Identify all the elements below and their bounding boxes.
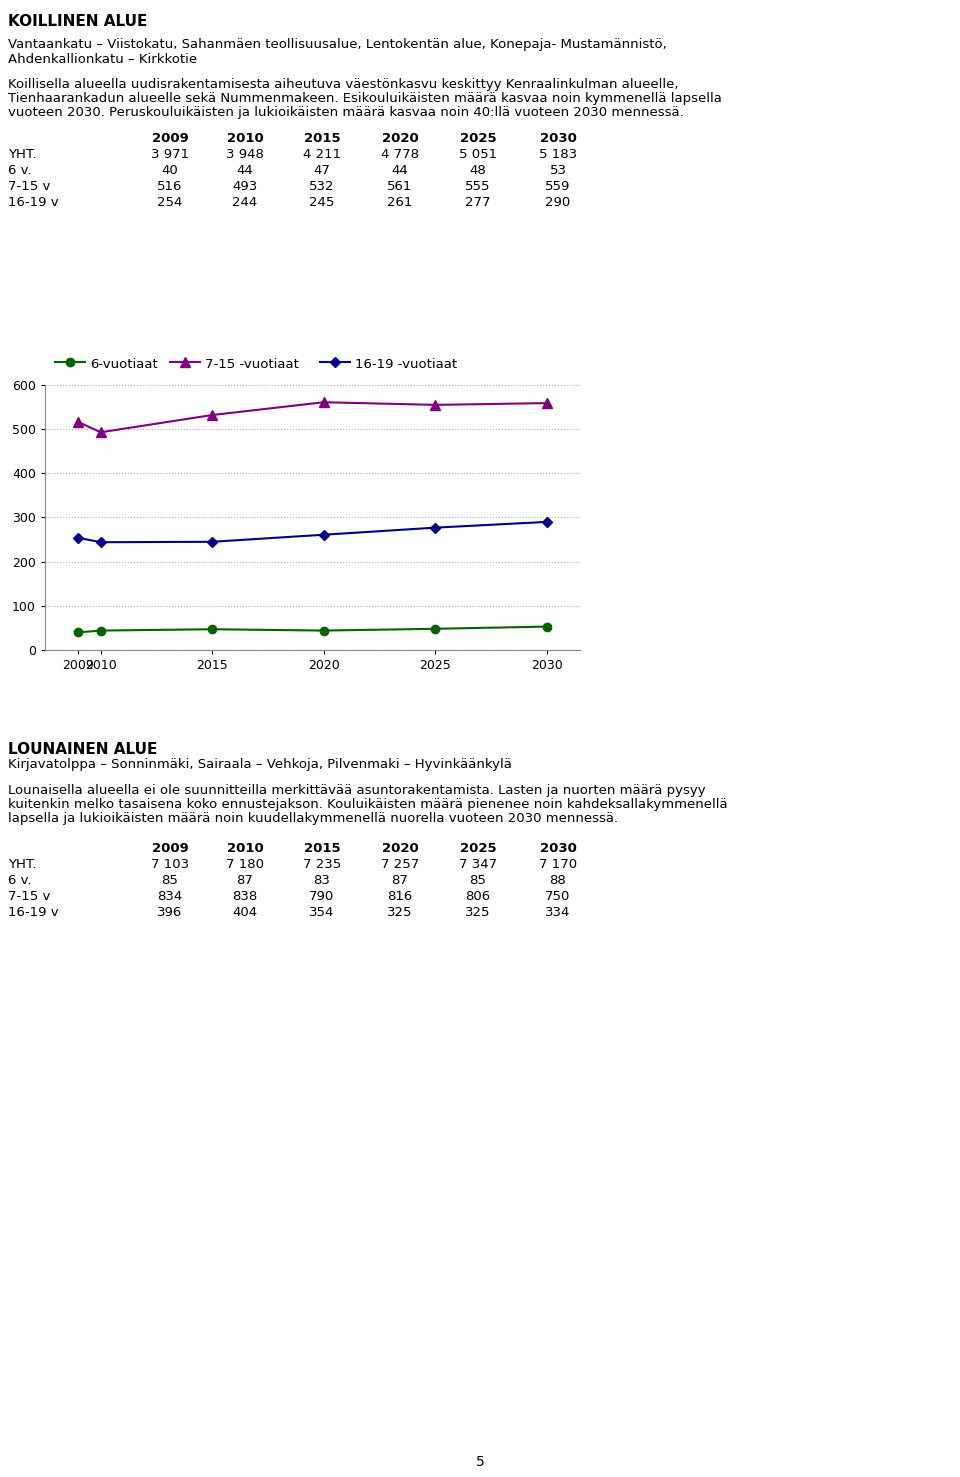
Text: 277: 277 (466, 196, 491, 210)
Text: 47: 47 (314, 164, 330, 177)
Text: Lounaisella alueella ei ole suunnitteilla merkittävää asuntorakentamista. Lasten: Lounaisella alueella ei ole suunnitteill… (8, 784, 706, 798)
Text: 16-19 -vuotiaat: 16-19 -vuotiaat (355, 357, 457, 371)
Text: 2025: 2025 (460, 131, 496, 145)
Text: 16-19 v: 16-19 v (8, 905, 59, 919)
Text: 85: 85 (469, 874, 487, 888)
Text: 7 347: 7 347 (459, 858, 497, 871)
Text: 834: 834 (157, 891, 182, 902)
Text: LOUNAINEN ALUE: LOUNAINEN ALUE (8, 741, 157, 758)
Text: 559: 559 (545, 180, 570, 193)
Text: 7 235: 7 235 (302, 858, 341, 871)
Text: Vantaankatu – Viistokatu, Sahanmäen teollisuusalue, Lentokentän alue, Konepaja- : Vantaankatu – Viistokatu, Sahanmäen teol… (8, 38, 667, 52)
Text: 6 v.: 6 v. (8, 164, 32, 177)
Text: 83: 83 (314, 874, 330, 888)
Text: 7 170: 7 170 (539, 858, 577, 871)
Text: 87: 87 (392, 874, 408, 888)
Text: 40: 40 (161, 164, 179, 177)
Text: 806: 806 (466, 891, 491, 902)
Text: 3 948: 3 948 (226, 148, 264, 161)
Text: kuitenkin melko tasaisena koko ennustejakson. Kouluikäisten määrä pienenee noin : kuitenkin melko tasaisena koko ennusteja… (8, 798, 728, 811)
Text: 532: 532 (309, 180, 335, 193)
Text: Ahdenkallionkatu – Kirkkotie: Ahdenkallionkatu – Kirkkotie (8, 53, 197, 66)
Text: 5 051: 5 051 (459, 148, 497, 161)
Text: 4 211: 4 211 (303, 148, 341, 161)
Text: Kirjavatolppa – Sonninmäki, Sairaala – Vehkoja, Pilvenmaki – Hyvinkäänkylä: Kirjavatolppa – Sonninmäki, Sairaala – V… (8, 758, 512, 771)
Text: 2010: 2010 (227, 131, 263, 145)
Text: 85: 85 (161, 874, 179, 888)
Text: 561: 561 (387, 180, 413, 193)
Text: 2020: 2020 (382, 131, 419, 145)
Text: 6 v.: 6 v. (8, 874, 32, 888)
Text: 7-15 v: 7-15 v (8, 891, 50, 902)
Text: 2010: 2010 (227, 842, 263, 855)
Text: lapsella ja lukioikäisten määrä noin kuudellakymmenellä nuorella vuoteen 2030 me: lapsella ja lukioikäisten määrä noin kuu… (8, 812, 618, 826)
Text: Tienhaarankadun alueelle sekä Nummenmakeen. Esikouluikäisten määrä kasvaa noin k: Tienhaarankadun alueelle sekä Nummenmake… (8, 92, 722, 105)
Text: 2015: 2015 (303, 842, 340, 855)
Text: 261: 261 (387, 196, 413, 210)
Text: 516: 516 (157, 180, 182, 193)
Text: 7-15 v: 7-15 v (8, 180, 50, 193)
Text: 3 971: 3 971 (151, 148, 189, 161)
Text: 790: 790 (309, 891, 335, 902)
Text: YHT.: YHT. (8, 148, 36, 161)
Text: 396: 396 (157, 905, 182, 919)
Text: 334: 334 (545, 905, 570, 919)
Text: 750: 750 (545, 891, 570, 902)
Text: 493: 493 (232, 180, 257, 193)
Text: 44: 44 (236, 164, 253, 177)
Text: 2009: 2009 (152, 842, 188, 855)
Text: 254: 254 (157, 196, 182, 210)
Text: 4 778: 4 778 (381, 148, 419, 161)
Text: 290: 290 (545, 196, 570, 210)
Text: 2020: 2020 (382, 842, 419, 855)
Text: 244: 244 (232, 196, 257, 210)
Text: 354: 354 (309, 905, 335, 919)
Text: 245: 245 (309, 196, 335, 210)
Text: 325: 325 (387, 905, 413, 919)
Text: 7 180: 7 180 (226, 858, 264, 871)
Text: 88: 88 (550, 874, 566, 888)
Text: 48: 48 (469, 164, 487, 177)
Text: 87: 87 (236, 874, 253, 888)
Text: 2030: 2030 (540, 842, 576, 855)
Text: 2015: 2015 (303, 131, 340, 145)
Text: YHT.: YHT. (8, 858, 36, 871)
Text: 2030: 2030 (540, 131, 576, 145)
Text: Koillisella alueella uudisrakentamisesta aiheutuva väestönkasvu keskittyy Kenraa: Koillisella alueella uudisrakentamisesta… (8, 78, 679, 92)
Text: 2009: 2009 (152, 131, 188, 145)
Text: KOILLINEN ALUE: KOILLINEN ALUE (8, 13, 148, 30)
Text: 7 257: 7 257 (381, 858, 420, 871)
Text: 5 183: 5 183 (539, 148, 577, 161)
Text: 5: 5 (475, 1455, 485, 1470)
Text: 555: 555 (466, 180, 491, 193)
Text: 838: 838 (232, 891, 257, 902)
Text: 404: 404 (232, 905, 257, 919)
Text: 16-19 v: 16-19 v (8, 196, 59, 210)
Text: 6-vuotiaat: 6-vuotiaat (90, 357, 157, 371)
Text: 7-15 -vuotiaat: 7-15 -vuotiaat (205, 357, 299, 371)
Text: 7 103: 7 103 (151, 858, 189, 871)
Text: 2025: 2025 (460, 842, 496, 855)
Text: 816: 816 (388, 891, 413, 902)
Text: 53: 53 (549, 164, 566, 177)
Text: vuoteen 2030. Peruskouluikäisten ja lukioikäisten määrä kasvaa noin 40:llä vuote: vuoteen 2030. Peruskouluikäisten ja luki… (8, 106, 684, 120)
Text: 325: 325 (466, 905, 491, 919)
Text: 44: 44 (392, 164, 408, 177)
